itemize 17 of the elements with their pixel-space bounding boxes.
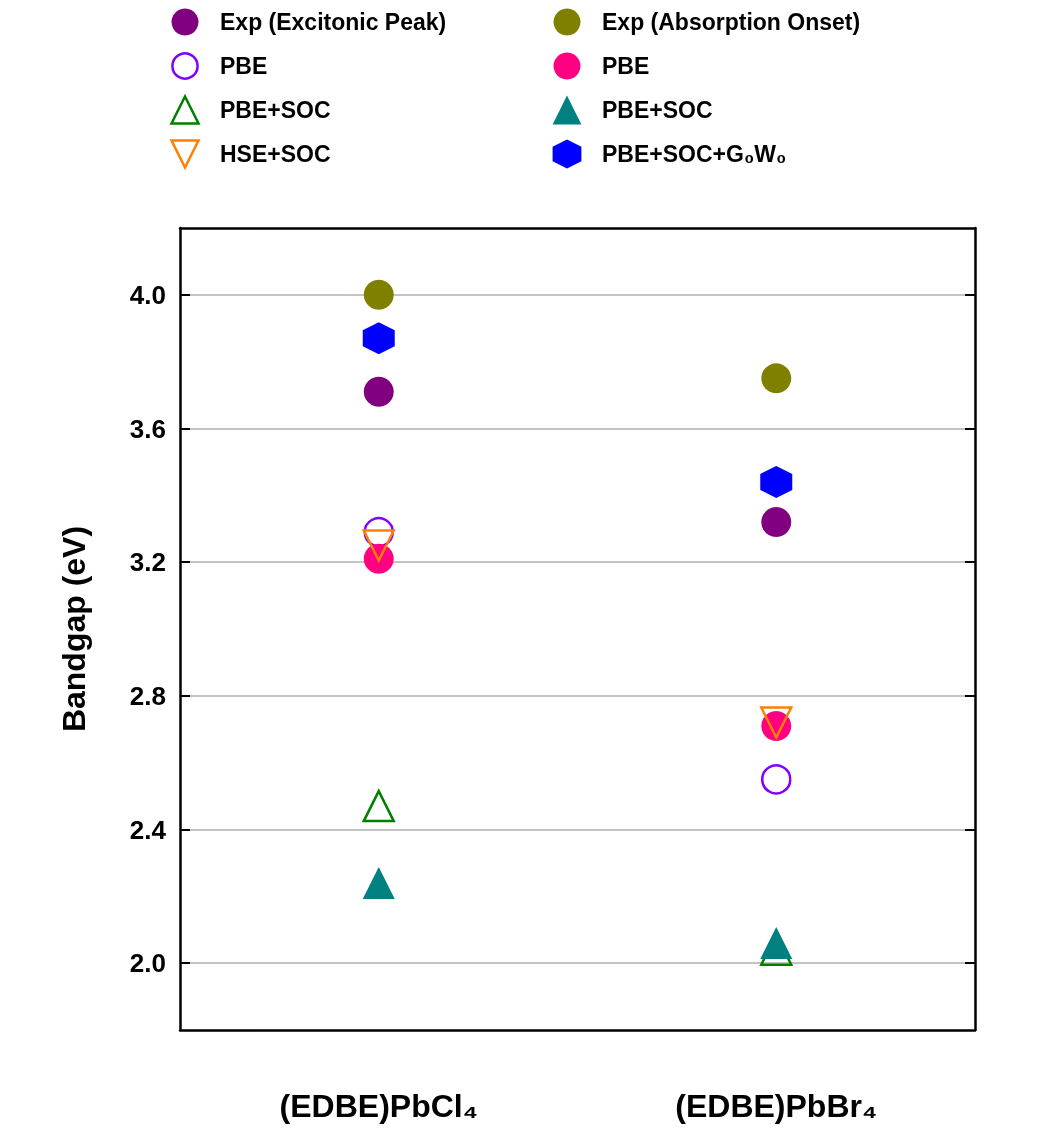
y-tick-label: 4.0 [129, 279, 166, 310]
legend-label: PBE+SOC+G₀W₀ [602, 141, 787, 167]
legend-label: HSE+SOC [220, 141, 331, 167]
y-tick-label: 3.2 [129, 547, 166, 578]
y-tick-label: 2.4 [129, 814, 167, 845]
legend-label: PBE+SOC [602, 97, 713, 123]
x-tick-label: (EDBE)PbBr₄ [675, 1088, 878, 1124]
legend-label: PBE [220, 53, 268, 79]
x-tick-label: (EDBE)PbCl₄ [279, 1088, 478, 1124]
legend-label: Exp (Excitonic Peak) [220, 9, 447, 35]
legend-label: PBE [602, 53, 650, 79]
legend-label: Exp (Absorption Onset) [602, 9, 861, 35]
y-tick-label: 2.0 [129, 948, 166, 979]
y-tick-label: 3.6 [129, 413, 166, 444]
y-axis-title: Bandgap (eV) [56, 525, 92, 733]
legend-label: PBE+SOC [220, 97, 331, 123]
y-tick-label: 2.8 [129, 680, 166, 711]
